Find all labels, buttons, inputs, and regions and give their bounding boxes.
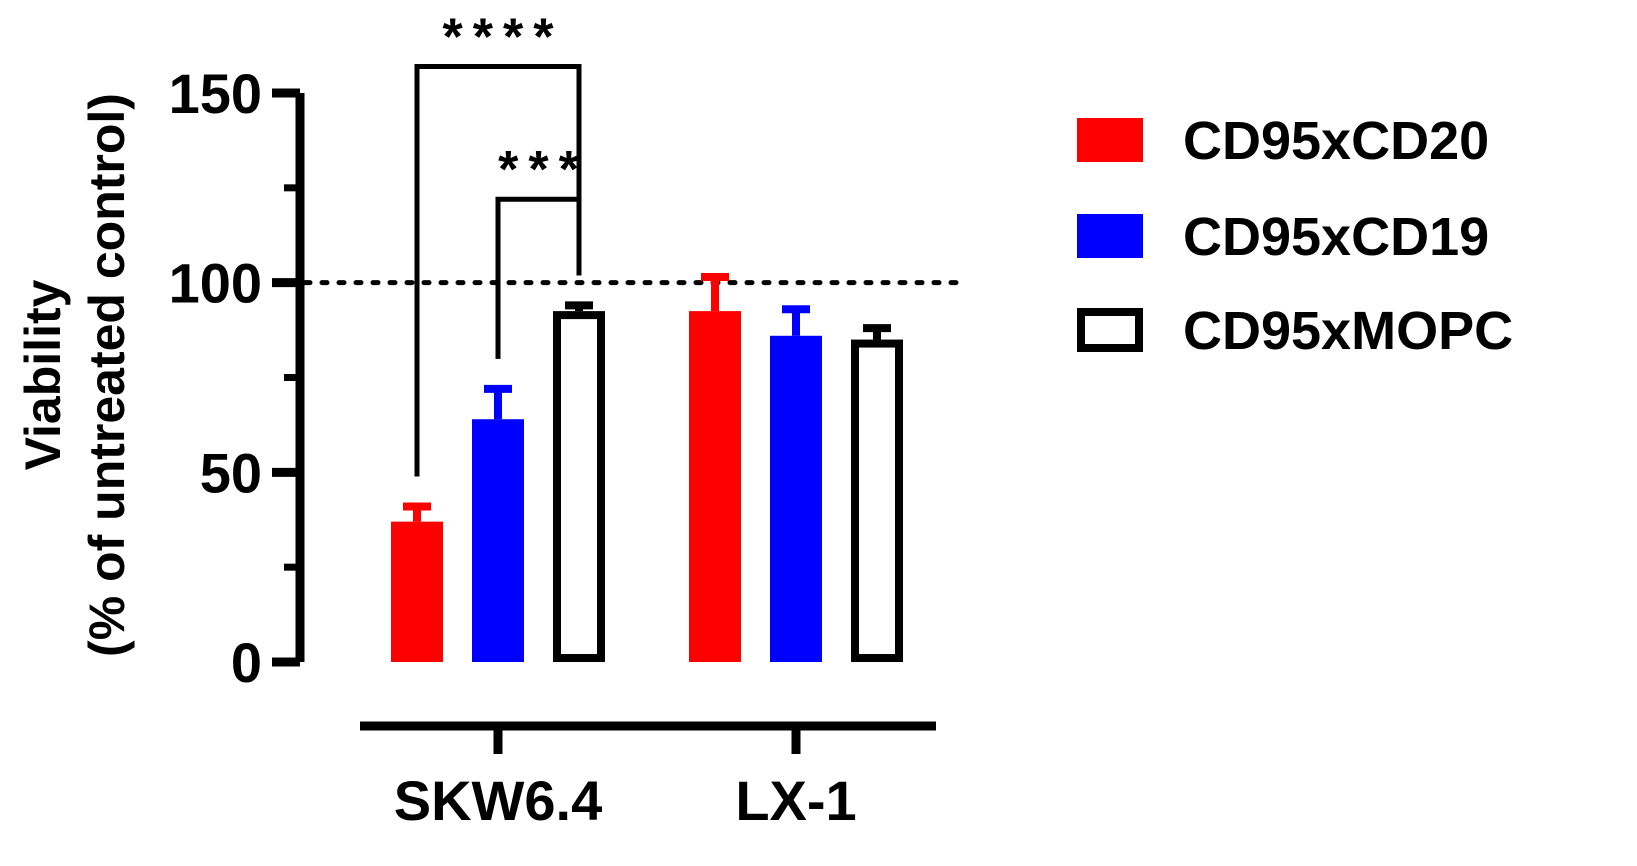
legend-item: CD95xCD19	[1077, 207, 1489, 267]
error-bar	[403, 502, 431, 522]
x-ticks: SKW6.4 LX-1	[394, 726, 857, 832]
y-ticks: 0 50 100 150	[169, 62, 300, 694]
legend-swatch	[1077, 308, 1143, 352]
y-tick-label: 0	[231, 631, 262, 694]
error-bar	[565, 301, 593, 312]
y-tick-label: 50	[200, 441, 262, 504]
error-bar	[782, 305, 810, 336]
legend-label: CD95xCD19	[1183, 207, 1489, 267]
y-axis-title-line2: (% of untreated control)	[79, 93, 135, 657]
y-axis-title-line1: Viability	[15, 279, 71, 470]
y-tick-label: 100	[169, 252, 262, 315]
bar-CD95xCD19-SKW6.4	[472, 419, 524, 662]
error-bar	[701, 272, 729, 312]
legend: CD95xCD20 CD95xCD19 CD95xMOPC	[1077, 111, 1513, 361]
significance-brackets: *******	[414, 8, 589, 477]
y-tick-label: 150	[169, 62, 262, 125]
bar-CD95xMOPC-SKW6.4	[553, 311, 605, 662]
y-axis-title: Viability (% of untreated control)	[15, 93, 135, 657]
significance-label: ***	[498, 141, 589, 199]
legend-item: CD95xMOPC	[1077, 301, 1513, 361]
bracket-line	[414, 63, 582, 477]
bar-CD95xCD19-LX-1	[770, 335, 822, 662]
x-tick-label: SKW6.4	[394, 769, 603, 832]
error-bar	[484, 384, 512, 420]
significance-bracket: ***	[495, 141, 589, 359]
bar-CD95xCD20-LX-1	[689, 311, 741, 662]
legend-label: CD95xCD20	[1183, 111, 1489, 171]
legend-item: CD95xCD20	[1077, 111, 1489, 171]
bar-CD95xMOPC-LX-1	[851, 339, 903, 662]
error-bar	[863, 324, 891, 340]
x-tick-label: LX-1	[735, 769, 856, 832]
significance-label: ****	[443, 8, 564, 66]
bars	[391, 272, 903, 662]
bar-CD95xCD20-SKW6.4	[391, 521, 443, 662]
legend-label: CD95xMOPC	[1183, 301, 1513, 361]
legend-swatch	[1077, 118, 1143, 162]
significance-bracket: ****	[414, 8, 582, 477]
legend-swatch	[1077, 214, 1143, 258]
bracket-line	[495, 196, 582, 359]
